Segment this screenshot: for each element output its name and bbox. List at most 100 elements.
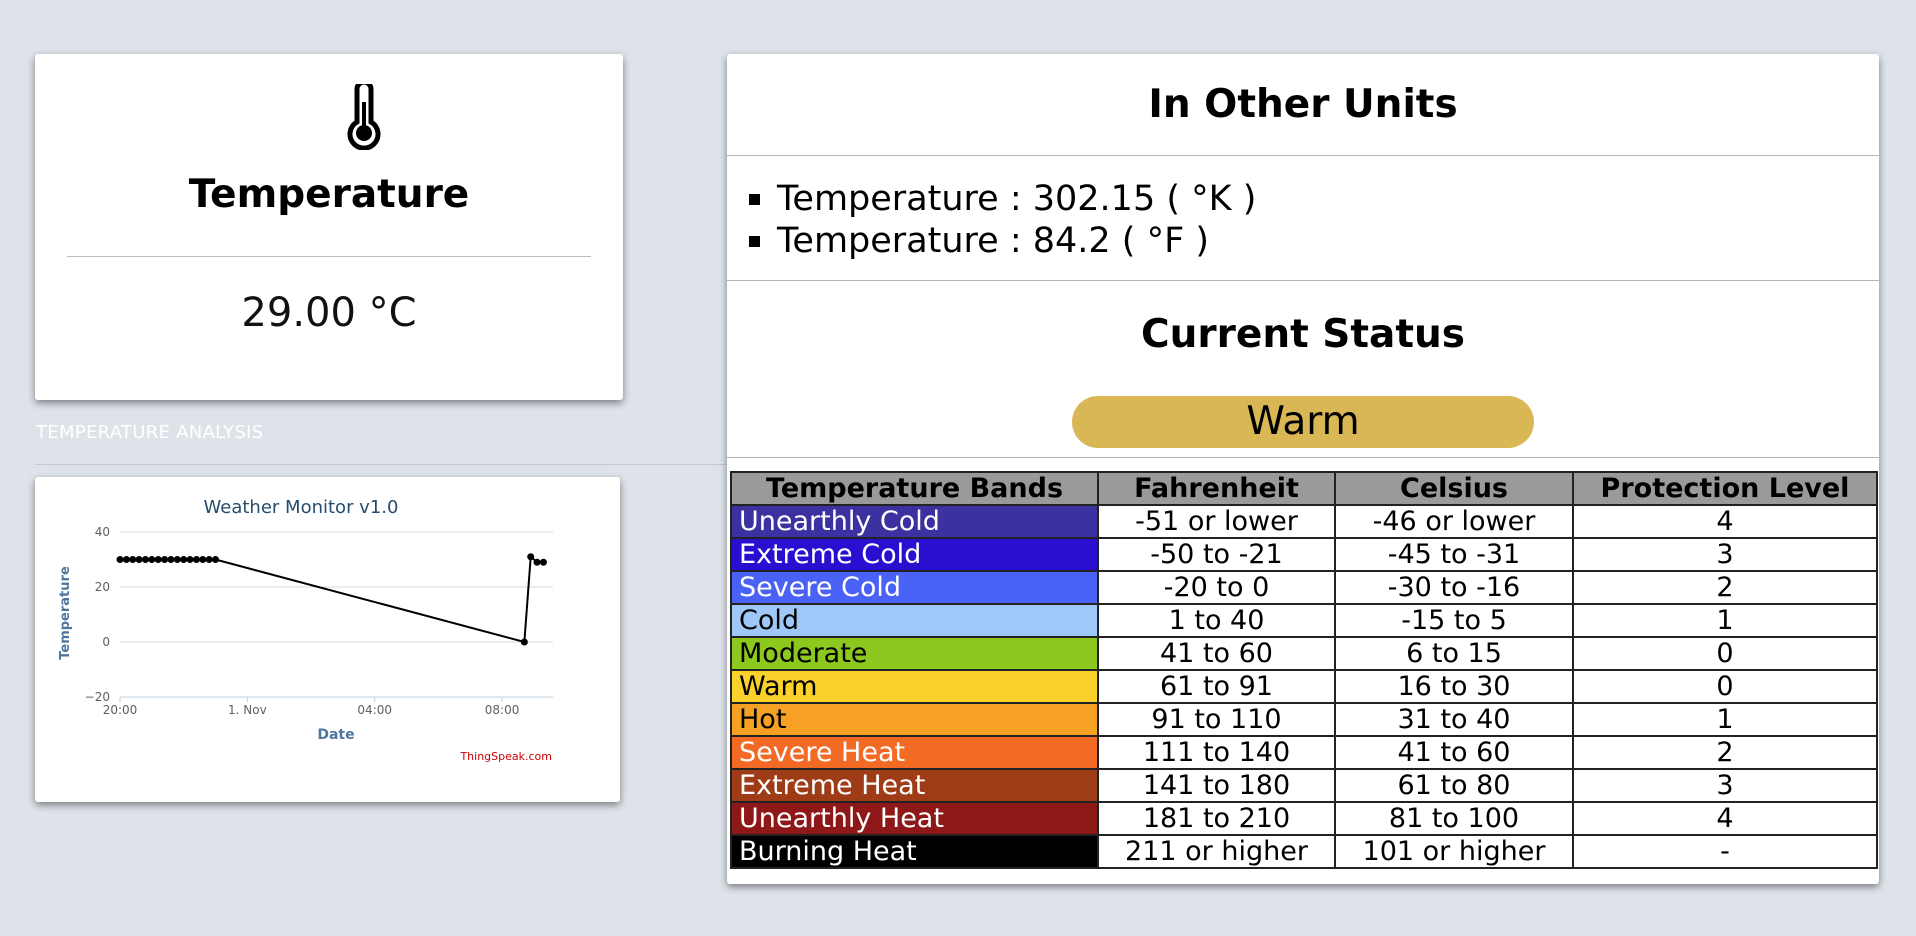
data-point[interactable] bbox=[141, 556, 149, 563]
x-tick-label: 1. Nov bbox=[228, 703, 267, 717]
band-cell: Extreme Cold bbox=[730, 537, 1099, 572]
fahrenheit-cell: -50 to -21 bbox=[1097, 537, 1336, 572]
data-point[interactable] bbox=[199, 556, 207, 563]
protection-level-cell: 0 bbox=[1572, 636, 1878, 671]
band-cell: Extreme Heat bbox=[730, 768, 1099, 803]
celsius-cell: -15 to 5 bbox=[1334, 603, 1574, 638]
temperature-chart[interactable]: Weather Monitor v1.0 40 20 0 −20 20:00 1. No… bbox=[35, 477, 620, 802]
celsius-cell: 6 to 15 bbox=[1334, 636, 1574, 671]
column-header: Fahrenheit bbox=[1097, 471, 1336, 506]
table-row: Severe Heat 111 to 140 41 to 60 2 bbox=[730, 735, 1878, 770]
protection-level-cell: 2 bbox=[1572, 735, 1878, 770]
column-header: Protection Level bbox=[1572, 471, 1878, 506]
x-axis-label: Date bbox=[317, 727, 354, 743]
celsius-cell: -45 to -31 bbox=[1334, 537, 1574, 572]
temperature-bands-table: Temperature Bands Fahrenheit Celsius Pro… bbox=[730, 471, 1878, 869]
band-cell: Severe Heat bbox=[730, 735, 1099, 770]
table-row: Severe Cold -20 to 0 -30 to -16 2 bbox=[730, 570, 1878, 605]
data-point[interactable] bbox=[212, 556, 220, 563]
table-row: Extreme Heat 141 to 180 61 to 80 3 bbox=[730, 768, 1878, 803]
chart-card: Weather Monitor v1.0 40 20 0 −20 20:00 1. No… bbox=[35, 477, 620, 802]
band-cell: Hot bbox=[730, 702, 1099, 737]
current-status-title: Current Status bbox=[1141, 312, 1465, 357]
table-header-row: Temperature Bands Fahrenheit Celsius Pro… bbox=[730, 471, 1878, 506]
protection-level-cell: 2 bbox=[1572, 570, 1878, 605]
data-point[interactable] bbox=[173, 556, 181, 563]
data-point[interactable] bbox=[527, 553, 535, 561]
celsius-cell: 61 to 80 bbox=[1334, 768, 1574, 803]
band-cell: Unearthly Heat bbox=[730, 801, 1099, 836]
data-point[interactable] bbox=[135, 556, 143, 563]
data-point[interactable] bbox=[533, 558, 541, 566]
x-tick-label: 04:00 bbox=[357, 703, 392, 717]
data-point[interactable] bbox=[122, 556, 130, 563]
details-panel: In Other Units Temperature : 302.15 ( °K… bbox=[727, 54, 1879, 884]
chart-credit-link[interactable]: ThingSpeak.com bbox=[459, 750, 552, 763]
protection-level-cell: 1 bbox=[1572, 603, 1878, 638]
data-point[interactable] bbox=[167, 556, 175, 563]
data-point[interactable] bbox=[192, 556, 200, 563]
series-line bbox=[120, 554, 544, 644]
fahrenheit-cell: 211 or higher bbox=[1097, 834, 1336, 869]
other-units-list: Temperature : 302.15 ( °K ) Temperature … bbox=[749, 178, 1256, 262]
protection-level-cell: 0 bbox=[1572, 669, 1878, 704]
divider bbox=[727, 280, 1879, 281]
table-row: Unearthly Cold -51 or lower -46 or lower 4 bbox=[730, 504, 1878, 539]
band-cell: Cold bbox=[730, 603, 1099, 638]
celsius-cell: -46 or lower bbox=[1334, 504, 1574, 539]
data-point[interactable] bbox=[154, 556, 162, 563]
band-cell: Severe Cold bbox=[730, 570, 1099, 605]
y-tick-label: 20 bbox=[95, 580, 110, 594]
temperature-card: Temperature 29.00 °C bbox=[35, 54, 623, 400]
analysis-heading: TEMPERATURE ANALYSIS bbox=[36, 422, 264, 443]
data-point[interactable] bbox=[205, 556, 213, 563]
celsius-cell: 101 or higher bbox=[1334, 834, 1574, 869]
data-point[interactable] bbox=[116, 556, 124, 563]
analysis-divider bbox=[35, 464, 727, 465]
fahrenheit-cell: 41 to 60 bbox=[1097, 636, 1336, 671]
x-tick-label: 20:00 bbox=[103, 703, 138, 717]
column-header: Celsius bbox=[1334, 471, 1574, 506]
data-point[interactable] bbox=[161, 556, 169, 563]
y-tick-label: 0 bbox=[102, 635, 110, 649]
band-cell: Moderate bbox=[730, 636, 1099, 671]
celsius-cell: 31 to 40 bbox=[1334, 702, 1574, 737]
data-point[interactable] bbox=[186, 556, 194, 563]
y-axis-label: Temperature bbox=[58, 566, 73, 660]
y-tick-label: −20 bbox=[85, 690, 110, 704]
table-row: Moderate 41 to 60 6 to 15 0 bbox=[730, 636, 1878, 671]
divider bbox=[727, 155, 1879, 156]
table-row: Extreme Cold -50 to -21 -45 to -31 3 bbox=[730, 537, 1878, 572]
celsius-cell: -30 to -16 bbox=[1334, 570, 1574, 605]
celsius-cell: 16 to 30 bbox=[1334, 669, 1574, 704]
fahrenheit-cell: -51 or lower bbox=[1097, 504, 1336, 539]
band-cell: Warm bbox=[730, 669, 1099, 704]
protection-level-cell: 3 bbox=[1572, 537, 1878, 572]
other-units-title: In Other Units bbox=[1148, 82, 1458, 127]
table-row: Burning Heat 211 or higher 101 or higher - bbox=[730, 834, 1878, 869]
temperature-value: 29.00 °C bbox=[241, 290, 417, 336]
data-point[interactable] bbox=[520, 638, 528, 646]
fahrenheit-cell: 181 to 210 bbox=[1097, 801, 1336, 836]
protection-level-cell: - bbox=[1572, 834, 1878, 869]
thermometer-icon bbox=[347, 84, 381, 150]
data-point[interactable] bbox=[539, 558, 547, 566]
list-item: Temperature : 84.2 ( °F ) bbox=[749, 220, 1256, 262]
data-point[interactable] bbox=[148, 556, 156, 563]
data-point[interactable] bbox=[129, 556, 137, 563]
fahrenheit-cell: 1 to 40 bbox=[1097, 603, 1336, 638]
fahrenheit-cell: 61 to 91 bbox=[1097, 669, 1336, 704]
divider bbox=[67, 256, 591, 257]
x-tick-label: 08:00 bbox=[485, 703, 520, 717]
band-cell: Burning Heat bbox=[730, 834, 1099, 869]
chart-title: Weather Monitor v1.0 bbox=[204, 497, 399, 518]
table-row: Hot 91 to 110 31 to 40 1 bbox=[730, 702, 1878, 737]
protection-level-cell: 3 bbox=[1572, 768, 1878, 803]
data-point[interactable] bbox=[180, 556, 188, 563]
protection-level-cell: 4 bbox=[1572, 801, 1878, 836]
y-tick-label: 40 bbox=[95, 525, 110, 539]
table-row: Unearthly Heat 181 to 210 81 to 100 4 bbox=[730, 801, 1878, 836]
fahrenheit-cell: 111 to 140 bbox=[1097, 735, 1336, 770]
protection-level-cell: 1 bbox=[1572, 702, 1878, 737]
